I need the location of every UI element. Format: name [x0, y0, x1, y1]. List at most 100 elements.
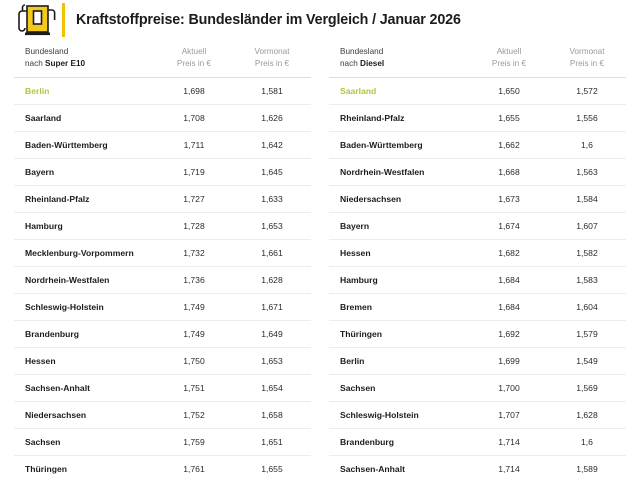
- table-row[interactable]: Baden-Württemberg 1,711 1,642: [14, 132, 311, 159]
- cell-price-previous: 1,653: [261, 220, 283, 231]
- table-row[interactable]: Baden-Württemberg 1,662 1,6: [329, 132, 626, 159]
- cell-bundesland: Berlin: [25, 85, 50, 96]
- cell-price-current: 1,662: [498, 139, 520, 150]
- cell-bundesland: Nordrhein-Westfalen: [340, 166, 425, 177]
- table-header-row-super-e10: Bundesland nach Super E10 Aktuell Preis …: [14, 40, 311, 78]
- cell-bundesland: Hamburg: [340, 274, 378, 285]
- cell-price-current: 1,692: [498, 328, 520, 339]
- cell-bundesland: Brandenburg: [25, 328, 79, 339]
- table-row[interactable]: Berlin 1,699 1,549: [329, 348, 626, 375]
- table-row[interactable]: Niedersachsen 1,752 1,658: [14, 402, 311, 429]
- table-row[interactable]: Sachsen 1,759 1,651: [14, 429, 311, 456]
- cell-price-current: 1,759: [183, 436, 205, 447]
- table-row[interactable]: Bremen 1,684 1,604: [329, 294, 626, 321]
- cell-price-current: 1,684: [498, 274, 520, 285]
- table-row[interactable]: Brandenburg 1,749 1,649: [14, 321, 311, 348]
- table-row[interactable]: Sachsen-Anhalt 1,751 1,654: [14, 375, 311, 402]
- table-row[interactable]: Hessen 1,750 1,653: [14, 348, 311, 375]
- cell-price-previous: 1,654: [261, 382, 283, 393]
- cell-price-previous: 1,649: [261, 328, 283, 339]
- table-row[interactable]: Schleswig-Holstein 1,749 1,671: [14, 294, 311, 321]
- table-header-row-diesel: Bundesland nach Diesel Aktuell Preis in …: [329, 40, 626, 78]
- table-row[interactable]: Thüringen 1,692 1,579: [329, 321, 626, 348]
- column-header-vormonat: Vormonat Preis in €: [569, 47, 605, 68]
- table-row[interactable]: Hessen 1,682 1,582: [329, 240, 626, 267]
- table-row[interactable]: Sachsen 1,700 1,569: [329, 375, 626, 402]
- cell-bundesland: Sachsen-Anhalt: [25, 382, 90, 393]
- table-row[interactable]: Brandenburg 1,714 1,6: [329, 429, 626, 456]
- cell-bundesland: Baden-Württemberg: [25, 139, 108, 150]
- table-row[interactable]: Sachsen-Anhalt 1,714 1,589: [329, 456, 626, 480]
- cell-price-current: 1,749: [183, 301, 205, 312]
- cell-price-previous: 1,6: [581, 139, 593, 150]
- cell-price-current: 1,751: [183, 382, 205, 393]
- table-row[interactable]: Nordrhein-Westfalen 1,668 1,563: [329, 159, 626, 186]
- table-diesel: Bundesland nach Diesel Aktuell Preis in …: [329, 40, 626, 480]
- cell-price-previous: 1,628: [261, 274, 283, 285]
- cell-price-previous: 1,645: [261, 166, 283, 177]
- table-row[interactable]: Schleswig-Holstein 1,707 1,628: [329, 402, 626, 429]
- table-row[interactable]: Nordrhein-Westfalen 1,736 1,628: [14, 267, 311, 294]
- cell-price-previous: 1,642: [261, 139, 283, 150]
- cell-price-current: 1,732: [183, 247, 205, 258]
- column-header-vormonat: Vormonat Preis in €: [254, 47, 290, 68]
- fuel-pump-icon: [18, 4, 56, 36]
- cell-price-current: 1,749: [183, 328, 205, 339]
- cell-price-current: 1,707: [498, 409, 520, 420]
- cell-bundesland: Sachsen-Anhalt: [340, 463, 405, 474]
- cell-bundesland: Niedersachsen: [340, 193, 402, 204]
- table-row[interactable]: Saarland 1,708 1,626: [14, 105, 311, 132]
- table-row[interactable]: Berlin 1,698 1,581: [14, 78, 311, 105]
- cell-price-previous: 1,579: [576, 328, 598, 339]
- column-header-bundesland: Bundesland nach Super E10: [25, 47, 86, 68]
- cell-price-current: 1,752: [183, 409, 205, 420]
- cell-price-current: 1,714: [498, 436, 520, 447]
- cell-price-previous: 1,626: [261, 112, 283, 123]
- cell-bundesland: Schleswig-Holstein: [340, 409, 419, 420]
- table-row[interactable]: Rheinland-Pfalz 1,727 1,633: [14, 186, 311, 213]
- cell-price-previous: 1,572: [576, 85, 598, 96]
- column-header-fuel-type: Diesel: [360, 58, 385, 68]
- table-row[interactable]: Rheinland-Pfalz 1,655 1,556: [329, 105, 626, 132]
- column-header-bundesland: Bundesland nach Diesel: [340, 47, 385, 68]
- cell-price-previous: 1,655: [261, 463, 283, 474]
- cell-price-current: 1,728: [183, 220, 205, 231]
- cell-bundesland: Hessen: [25, 355, 56, 366]
- cell-price-previous: 1,563: [576, 166, 598, 177]
- table-row[interactable]: Saarland 1,650 1,572: [329, 78, 626, 105]
- cell-price-previous: 1,582: [576, 247, 598, 258]
- column-header-sort-prefix: nach: [25, 58, 46, 68]
- column-header-aktuell: Aktuell Preis in €: [176, 47, 212, 68]
- cell-price-previous: 1,556: [576, 112, 598, 123]
- cell-bundesland: Mecklenburg-Vorpommern: [25, 247, 134, 258]
- table-row[interactable]: Bayern 1,719 1,645: [14, 159, 311, 186]
- cell-price-previous: 1,583: [576, 274, 598, 285]
- cell-price-current: 1,699: [498, 355, 520, 366]
- table-row[interactable]: Thüringen 1,761 1,655: [14, 456, 311, 480]
- header-accent-divider: [62, 3, 65, 37]
- table-row[interactable]: Hamburg 1,684 1,583: [329, 267, 626, 294]
- table-row[interactable]: Hamburg 1,728 1,653: [14, 213, 311, 240]
- cell-price-previous: 1,661: [261, 247, 283, 258]
- cell-price-current: 1,655: [498, 112, 520, 123]
- cell-bundesland: Baden-Württemberg: [340, 139, 423, 150]
- cell-price-previous: 1,581: [261, 85, 283, 96]
- table-row[interactable]: Niedersachsen 1,673 1,584: [329, 186, 626, 213]
- cell-bundesland: Bremen: [340, 301, 372, 312]
- cell-price-current: 1,761: [183, 463, 205, 474]
- cell-bundesland: Bayern: [25, 166, 55, 177]
- cell-price-current: 1,736: [183, 274, 205, 285]
- cell-price-previous: 1,6: [581, 436, 593, 447]
- table-super-e10: Bundesland nach Super E10 Aktuell Preis …: [14, 40, 311, 480]
- cell-price-previous: 1,569: [576, 382, 598, 393]
- table-row[interactable]: Mecklenburg-Vorpommern 1,732 1,661: [14, 240, 311, 267]
- cell-bundesland: Saarland: [25, 112, 62, 123]
- cell-price-previous: 1,584: [576, 193, 598, 204]
- cell-price-previous: 1,651: [261, 436, 283, 447]
- cell-price-previous: 1,671: [261, 301, 283, 312]
- cell-price-current: 1,650: [498, 85, 520, 96]
- cell-price-previous: 1,633: [261, 193, 283, 204]
- cell-bundesland: Nordrhein-Westfalen: [25, 274, 110, 285]
- table-row[interactable]: Bayern 1,674 1,607: [329, 213, 626, 240]
